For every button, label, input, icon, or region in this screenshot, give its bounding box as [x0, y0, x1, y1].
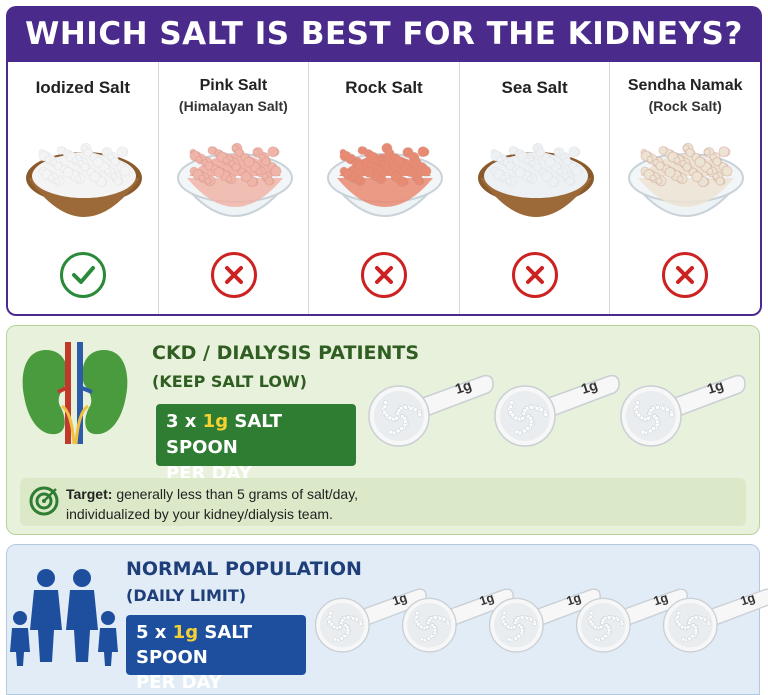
family-icon	[10, 569, 118, 666]
svg-text:1g: 1g	[652, 591, 670, 609]
svg-text:1g: 1g	[391, 591, 409, 609]
title-banner: WHICH SALT IS BEST FOR THE KIDNEYS?	[6, 6, 762, 62]
page-title: WHICH SALT IS BEST FOR THE KIDNEYS?	[25, 16, 743, 52]
salt-bowl-image	[327, 142, 444, 217]
salt-name-label: Rock Salt	[345, 78, 423, 97]
target-bar	[20, 478, 746, 526]
normal-badge-prefix: 5 x	[136, 622, 173, 643]
normal-dose-badge: 5 x 1g SALT SPOON PER DAY	[126, 615, 306, 693]
salt-name: Sea Salt	[460, 78, 610, 98]
salt-spoon: 1g	[365, 368, 495, 453]
salt-column: Sea Salt	[460, 62, 611, 314]
svg-text:1g: 1g	[705, 377, 725, 397]
target-icon	[29, 486, 59, 516]
cross-icon	[662, 252, 709, 298]
salt-column: Sendha Namak (Rock Salt)	[610, 62, 760, 314]
salt-column: Rock Salt	[309, 62, 460, 314]
normal-heading: NORMAL POPULATION	[126, 558, 362, 580]
salt-name: Iodized Salt	[8, 78, 158, 98]
salt-name: Pink Salt (Himalayan Salt)	[159, 76, 309, 116]
ckd-badge-amount: 1g	[202, 411, 229, 432]
check-icon	[60, 252, 106, 298]
salt-bowl-image	[628, 142, 745, 217]
salt-column: Pink Salt (Himalayan Salt)	[159, 62, 310, 314]
salt-bowl-image	[26, 142, 142, 217]
salt-bowl-image	[176, 142, 293, 217]
ckd-heading: CKD / DIALYSIS PATIENTS	[152, 342, 420, 364]
svg-text:1g: 1g	[579, 377, 599, 397]
kidney-icon	[22, 342, 128, 445]
salt-spoon: 1g	[617, 368, 747, 453]
svg-text:1g: 1g	[565, 591, 583, 609]
ckd-dose-badge: 3 x 1g SALT SPOON PER DAY	[156, 404, 356, 484]
salt-name-sub: (Himalayan Salt)	[178, 98, 288, 114]
normal-subheading: (DAILY LIMIT)	[126, 586, 247, 605]
svg-text:1g: 1g	[478, 591, 496, 609]
target-label: Target:	[66, 486, 113, 502]
target-line2: individualized by your kidney/dialysis t…	[66, 506, 333, 522]
cross-icon	[511, 252, 558, 298]
ckd-subheading: (KEEP SALT LOW)	[152, 372, 307, 391]
salt-spoon: 1g	[486, 576, 602, 665]
salt-bowl-image	[477, 142, 594, 217]
salt-name-label: Pink Salt	[199, 77, 268, 94]
target-line1: generally less than 5 grams of salt/day,	[116, 486, 359, 502]
salt-name-sub: (Rock Salt)	[648, 98, 722, 114]
ckd-badge-suffix: SALT SPOON	[166, 411, 283, 458]
svg-text:1g: 1g	[453, 377, 473, 397]
cross-icon	[210, 252, 257, 298]
salt-spoon: 1g	[573, 576, 689, 665]
salt-spoon: 1g	[312, 576, 428, 665]
salt-name-label: Iodized Salt	[35, 78, 131, 97]
salt-spoon: 1g	[399, 576, 515, 665]
cross-icon	[361, 252, 408, 298]
salt-column: Iodized Salt	[8, 62, 159, 314]
target-text: Target: generally less than 5 grams of s…	[66, 484, 358, 524]
svg-text:1g: 1g	[739, 591, 757, 609]
salt-spoon: 1g	[491, 368, 621, 453]
salt-name: Sendha Namak (Rock Salt)	[610, 76, 760, 116]
normal-badge-line2: PER DAY	[136, 672, 222, 693]
salt-name: Rock Salt	[309, 78, 459, 98]
salt-name-label: Sea Salt	[501, 78, 568, 97]
normal-badge-amount: 1g	[172, 622, 199, 643]
salt-comparison-grid: Iodized Salt Pink Salt (Himalayan Salt) R…	[6, 62, 762, 316]
salt-spoon: 1g	[660, 576, 768, 665]
ckd-badge-prefix: 3 x	[166, 411, 203, 432]
salt-name-label: Sendha Namak	[627, 77, 743, 94]
normal-badge-suffix: SALT SPOON	[136, 622, 253, 668]
